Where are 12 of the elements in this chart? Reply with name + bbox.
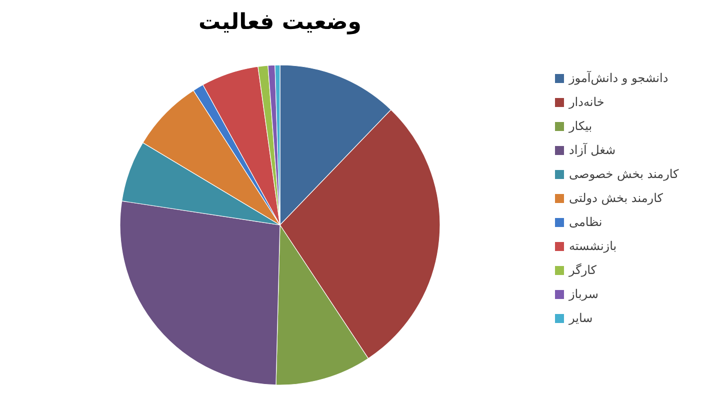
legend-label: سایر: [569, 311, 593, 325]
legend-label: بیکار: [569, 119, 592, 133]
legend-label: شغل آزاد: [569, 143, 616, 157]
legend-label: سرباز: [569, 287, 598, 301]
legend-label: خانه‌دار: [569, 95, 604, 109]
legend-label: کارگر: [569, 263, 596, 277]
legend-label: بازنشسته: [569, 239, 617, 253]
legend-label: دانشجو و دانش‌آموز: [569, 71, 668, 85]
chart-title: وضعیت فعالیت: [198, 10, 362, 35]
legend-label: کارمند بخش خصوصی: [569, 167, 679, 181]
legend-label: کارمند بخش دولتی: [569, 191, 663, 205]
legend-label: نظامی: [569, 215, 602, 229]
